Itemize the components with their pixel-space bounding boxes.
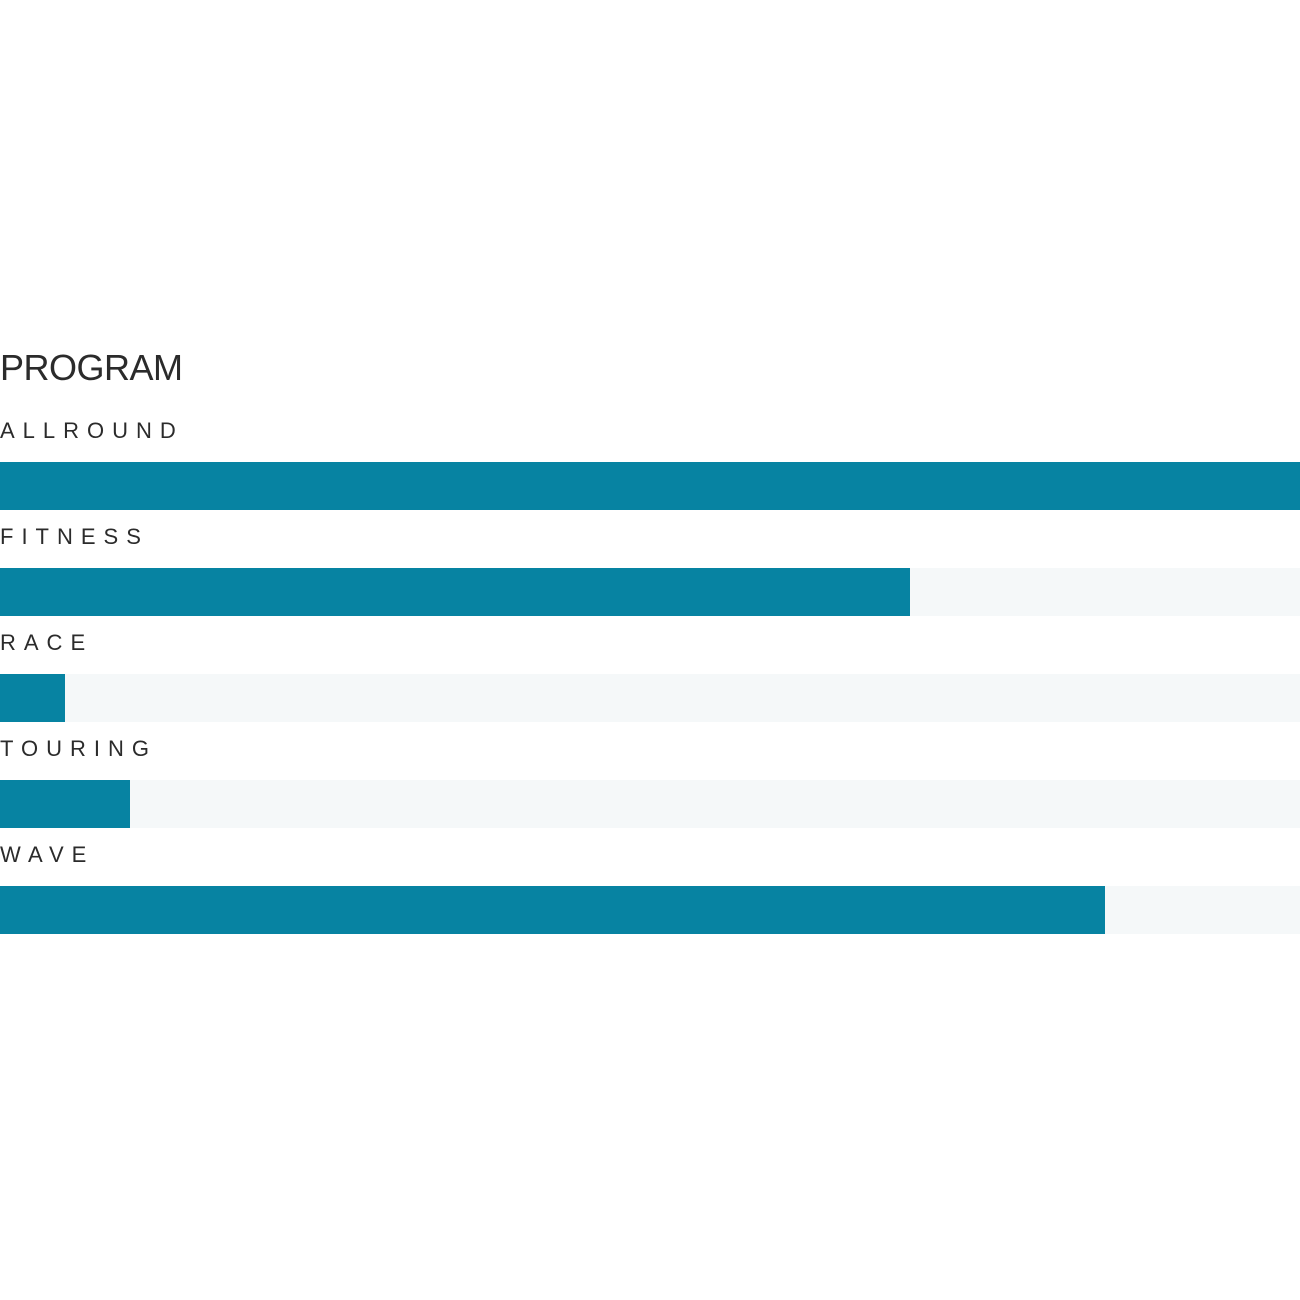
bar-track bbox=[0, 568, 1300, 616]
bar-fill bbox=[0, 674, 65, 722]
bar-row: RACE bbox=[0, 628, 1300, 722]
bar-fill bbox=[0, 462, 1300, 510]
bar-track bbox=[0, 886, 1300, 934]
bar-fill bbox=[0, 568, 910, 616]
chart-title: PROGRAM bbox=[0, 347, 183, 388]
bar-label: TOURING bbox=[0, 736, 158, 761]
bar-track bbox=[0, 462, 1300, 510]
bar-label: WAVE bbox=[0, 842, 95, 867]
bar-track bbox=[0, 780, 1300, 828]
bar-label: RACE bbox=[0, 630, 94, 655]
bar-list: ALLROUND FITNESS RACE TOURING WAVE bbox=[0, 416, 1300, 934]
bar-fill bbox=[0, 780, 130, 828]
bar-row: FITNESS bbox=[0, 522, 1300, 616]
program-chart: PROGRAM ALLROUND FITNESS RACE TOURING WAVE bbox=[0, 344, 1300, 946]
bar-row: WAVE bbox=[0, 840, 1300, 934]
bar-track bbox=[0, 674, 1300, 722]
bar-fill bbox=[0, 886, 1105, 934]
bar-label: ALLROUND bbox=[0, 418, 184, 443]
bar-row: ALLROUND bbox=[0, 416, 1300, 510]
bar-row: TOURING bbox=[0, 734, 1300, 828]
bar-label: FITNESS bbox=[0, 524, 149, 549]
